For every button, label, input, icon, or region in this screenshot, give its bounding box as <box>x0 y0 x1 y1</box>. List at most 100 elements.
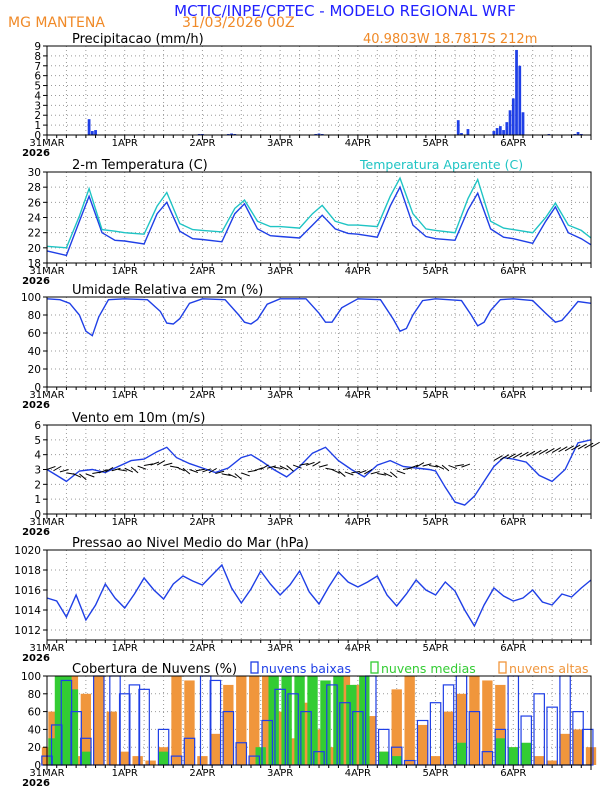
wind-barb <box>383 472 393 478</box>
wind-barb <box>441 464 450 472</box>
legend-swatch <box>498 661 507 674</box>
high-cloud-bar <box>443 711 454 765</box>
clouds-xtick-label: 2APR <box>189 768 215 779</box>
clouds-xtick-label: 6APR <box>500 768 526 779</box>
high-cloud-bar <box>404 676 415 765</box>
wind-barb <box>85 473 95 478</box>
wind-barb <box>124 467 134 473</box>
rh-line-0 <box>46 298 592 337</box>
rh-ytick-label: 100 <box>21 292 41 304</box>
precip-xtick-label: 1APR <box>112 138 138 149</box>
wind-barb <box>409 464 419 469</box>
mid-cloud-bar <box>359 676 370 765</box>
wind-barb <box>137 465 147 470</box>
wind-barb <box>571 444 581 451</box>
clouds-ytick-label: 80 <box>28 689 41 701</box>
clouds-ytick-label: 40 <box>28 724 41 736</box>
high-cloud-bar <box>74 756 85 765</box>
pressure-xtick-label: 4APR <box>345 643 371 654</box>
mid-cloud-bar <box>61 676 72 765</box>
pressure-ytick-label: 1018 <box>14 565 41 577</box>
wind-barb <box>377 473 387 476</box>
precip-xtick-label: 31MAR <box>29 138 64 149</box>
wind-barb <box>176 466 185 472</box>
clouds-xtick-label: 5APR <box>422 768 448 779</box>
wind-barb <box>215 470 225 475</box>
legend-swatch <box>250 661 259 674</box>
wind-barb <box>234 473 243 480</box>
mid-cloud-bar <box>268 676 279 765</box>
precip-ytick-label: 0 <box>34 130 41 142</box>
precip-bar <box>502 130 505 135</box>
wind-barb <box>156 460 166 466</box>
wind-barb <box>312 461 321 467</box>
rh-title: Umidade Relativa em 2m (%) <box>72 283 263 298</box>
high-cloud-bar <box>171 676 182 765</box>
high-cloud-bar <box>495 684 506 765</box>
wind-barb <box>305 461 315 466</box>
wind-xtick-label: 3APR <box>267 517 293 528</box>
precip-year-label: 2026 <box>22 148 50 159</box>
wind-barb <box>519 451 529 458</box>
wind-barb <box>558 446 568 453</box>
wind-barb <box>370 471 380 475</box>
precip-bar <box>515 49 518 136</box>
rh-xtick-label: 4APR <box>345 390 371 401</box>
rh-ytick-label: 60 <box>28 328 41 340</box>
pressure-xtick-label: 1APR <box>112 643 138 654</box>
precip-bar <box>492 131 496 135</box>
mid-cloud-bar <box>346 684 357 765</box>
wind-barb <box>584 442 594 449</box>
temp-ytick-label: 24 <box>28 213 42 225</box>
mid-cloud-bar <box>48 738 59 765</box>
wind-barb <box>331 469 341 474</box>
pressure-xtick-label: 2APR <box>189 643 215 654</box>
temp-line-1 <box>46 176 592 249</box>
pressure-ytick-label: 1012 <box>14 625 41 637</box>
precip-bar <box>317 133 321 135</box>
wind-ytick-label: 5 <box>34 435 41 447</box>
precip-bar <box>505 122 509 135</box>
wind-barb <box>396 470 406 475</box>
wind-panel: 0 1 2 3 4 5 6 31MAR 1APR 2APR 3APR 4APR 5APR 6APR 2026… <box>22 411 600 538</box>
wind-barb <box>118 469 128 472</box>
precip-bar <box>518 65 522 135</box>
high-cloud-bar <box>417 724 428 765</box>
wind-xtick-label: 1APR <box>112 517 138 528</box>
wind-barb <box>506 453 516 460</box>
mid-cloud-bar <box>307 676 318 765</box>
wind-barb <box>590 441 600 448</box>
wind-barb <box>545 448 555 454</box>
wind-barb <box>454 464 464 467</box>
wind-barb <box>182 467 191 475</box>
high-cloud-bar <box>534 756 545 765</box>
high-cloud-bar <box>145 760 156 765</box>
wind-barb <box>357 470 367 475</box>
mid-cloud-bar <box>456 742 467 765</box>
wind-xtick-label: 2APR <box>189 517 215 528</box>
wind-ytick-label: 2 <box>34 479 41 491</box>
high-cloud-bar <box>210 733 221 765</box>
precip-bar <box>498 126 502 135</box>
high-cloud-bar <box>106 711 117 765</box>
temp-year-label: 2026 <box>22 276 50 287</box>
precip-ytick-label: 6 <box>34 71 41 83</box>
wind-barb <box>448 464 458 470</box>
precip-title: Precipitacao (mm/h) <box>72 32 204 47</box>
temp-xtick-label: 4APR <box>345 266 371 277</box>
temp-title-right: Temperatura Aparente (C) <box>359 157 523 172</box>
high-cloud-bar <box>300 702 312 765</box>
wind-barb <box>286 465 294 472</box>
mid-cloud-bar <box>495 738 506 765</box>
pressure-ytick-label: 1020 <box>14 545 41 557</box>
legend-label: nuvens altas <box>509 661 589 676</box>
precip-bar <box>495 128 499 135</box>
pressure-panel: 1012 1014 1016 1018 1020 31MAR 1APR 2APR 3APR 4AP… <box>14 536 592 664</box>
mid-cloud-bar <box>320 680 331 765</box>
wind-line-0 <box>46 439 592 506</box>
low-cloud-bar <box>128 684 141 766</box>
precip-ytick-label: 7 <box>34 61 41 73</box>
clouds-panel: 0 20 40 60 80 100 31MAR 1APR 2APR 3APR 4APR 5APR 6AP… <box>21 661 597 789</box>
temp-xtick-label: 1APR <box>112 266 138 277</box>
wind-title: Vento em 10m (m/s) <box>72 411 205 426</box>
